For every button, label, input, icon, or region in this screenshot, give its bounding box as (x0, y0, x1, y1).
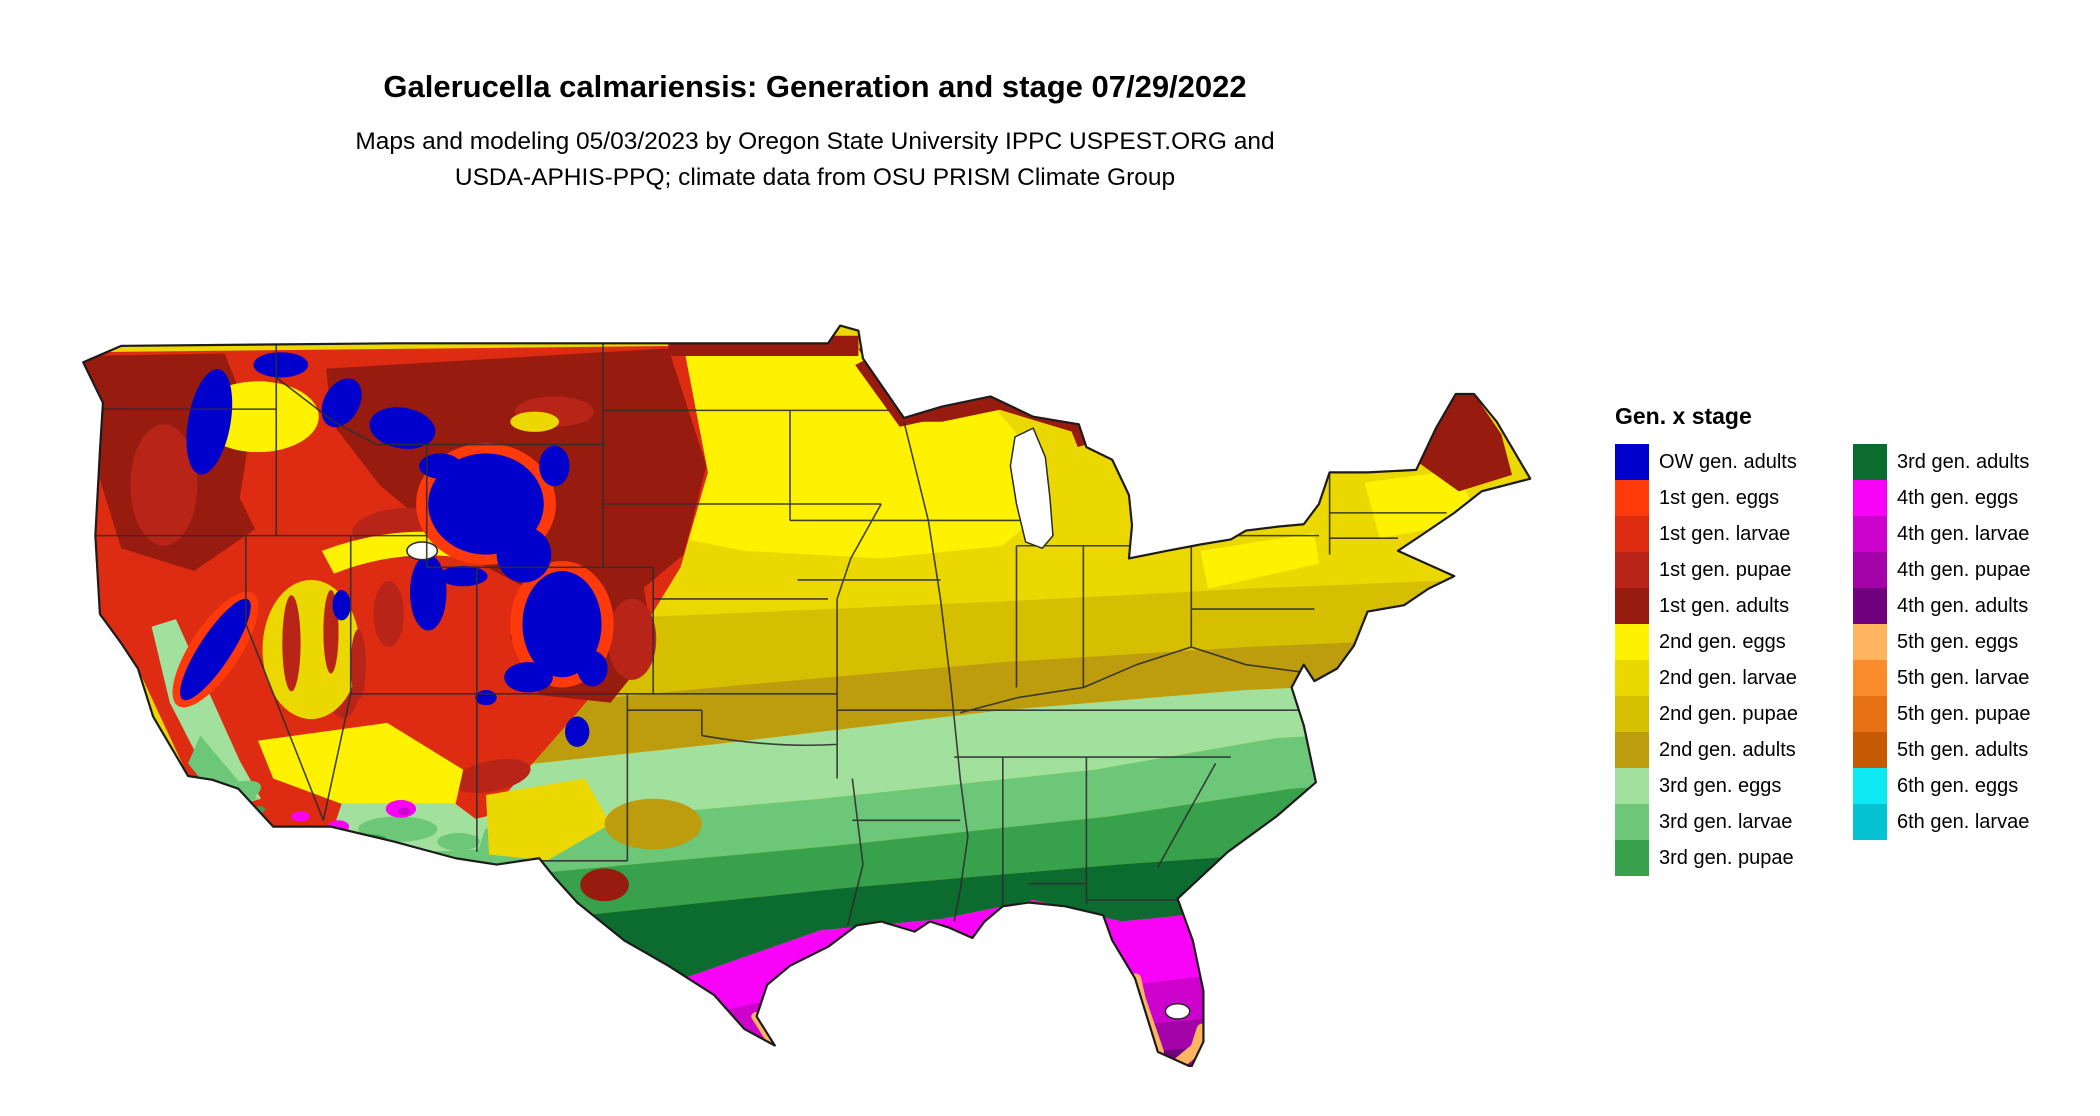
legend-item-label: 5th gen. adults (1897, 739, 2029, 761)
subtitle-line-2: USDA-APHIS-PPQ; climate data from OSU PR… (454, 164, 1176, 191)
legend-columns: OW gen. adults 1st gen. eggs 1st gen. larv… (1615, 444, 2065, 876)
legend-item-label: 3rd gen. larvae (1659, 811, 1793, 833)
legend-item: 6th gen. eggs (1853, 768, 2065, 804)
legend-swatch (1853, 804, 1887, 840)
page-title: Galerucella calmariensis: Generation and… (383, 69, 1247, 104)
legend-item-label: 1st gen. pupae (1659, 559, 1792, 581)
legend-swatch (1615, 840, 1649, 876)
legend-item: 3rd gen. adults (1853, 444, 2065, 480)
legend-item-label: 3rd gen. pupae (1659, 847, 1794, 869)
legend-item: 2nd gen. larvae (1615, 660, 1827, 696)
legend-swatch (1615, 804, 1649, 840)
legend-item: 3rd gen. eggs (1615, 768, 1827, 804)
legend-item: 5th gen. larvae (1853, 660, 2065, 696)
zone-hot-south (717, 973, 1211, 1067)
legend-swatch (1853, 732, 1887, 768)
legend-item: 5th gen. eggs (1853, 624, 2065, 660)
legend-item: 1st gen. adults (1615, 588, 1827, 624)
legend-item-label: 3rd gen. adults (1897, 451, 2030, 473)
page-subtitle: Maps and modeling 05/03/2023 by Oregon S… (0, 124, 1630, 196)
legend-swatch (1615, 624, 1649, 660)
inland-lakes (407, 542, 1190, 1019)
legend-swatch (1853, 624, 1887, 660)
legend-item: 3rd gen. pupae (1615, 840, 1827, 876)
legend-item: 6th gen. larvae (1853, 804, 2065, 840)
legend-swatch (1615, 552, 1649, 588)
legend-item-label: 2nd gen. adults (1659, 739, 1796, 761)
legend-swatch (1853, 660, 1887, 696)
legend-swatch (1615, 768, 1649, 804)
us-phenology-map (30, 232, 1550, 1067)
legend: Gen. x stage OW gen. adults 1st gen. eggs… (1615, 403, 2065, 876)
legend-item: 1st gen. eggs (1615, 480, 1827, 516)
legend-item: 2nd gen. pupae (1615, 696, 1827, 732)
legend-swatch (1615, 516, 1649, 552)
legend-column-1: OW gen. adults 1st gen. eggs 1st gen. larv… (1615, 444, 1827, 876)
legend-swatch (1853, 588, 1887, 624)
legend-swatch (1615, 480, 1649, 516)
header: Galerucella calmariensis: Generation and… (0, 66, 1630, 196)
legend-title: Gen. x stage (1615, 403, 1752, 429)
legend-item-label: 4th gen. adults (1897, 595, 2029, 617)
legend-item: 4th gen. pupae (1853, 552, 2065, 588)
legend-swatch (1853, 516, 1887, 552)
legend-item: 2nd gen. eggs (1615, 624, 1827, 660)
legend-item: 2nd gen. adults (1615, 732, 1827, 768)
legend-item-label: 4th gen. eggs (1897, 487, 2019, 509)
legend-swatch (1615, 696, 1649, 732)
legend-item-label: 6th gen. larvae (1897, 811, 2030, 833)
legend-swatch (1853, 480, 1887, 516)
legend-swatch (1615, 588, 1649, 624)
legend-item: 5th gen. pupae (1853, 696, 2065, 732)
zone-ow-adults-blue (172, 352, 614, 747)
legend-item-label: 4th gen. larvae (1897, 523, 2030, 545)
legend-swatch (1853, 552, 1887, 588)
legend-item-label: 1st gen. eggs (1659, 487, 1780, 509)
legend-item-label: 6th gen. eggs (1897, 775, 2019, 797)
legend-item: 1st gen. larvae (1615, 516, 1827, 552)
legend-item: 5th gen. adults (1853, 732, 2065, 768)
legend-item-label: 5th gen. pupae (1897, 703, 2031, 725)
state-borders (83, 343, 1446, 925)
map-raster-layers (83, 325, 1531, 1067)
legend-item: 4th gen. larvae (1853, 516, 2065, 552)
legend-column-2: 3rd gen. adults 4th gen. eggs 4th gen. lar… (1853, 444, 2065, 840)
legend-swatch (1615, 444, 1649, 480)
legend-item: 4th gen. eggs (1853, 480, 2065, 516)
us-map-container (30, 232, 1550, 1067)
legend-item-label: 2nd gen. larvae (1659, 667, 1797, 689)
us-outline (83, 326, 1530, 1067)
legend-swatch (1853, 444, 1887, 480)
legend-item-label: 5th gen. eggs (1897, 631, 2019, 653)
legend-item-label: 3rd gen. eggs (1659, 775, 1782, 797)
legend-swatch (1853, 768, 1887, 804)
legend-item: 1st gen. pupae (1615, 552, 1827, 588)
legend-item-label: 1st gen. adults (1659, 595, 1790, 617)
legend-item: 4th gen. adults (1853, 588, 2065, 624)
legend-item-label: 1st gen. larvae (1659, 523, 1791, 545)
legend-item-label: 5th gen. larvae (1897, 667, 2030, 689)
legend-item-label: 2nd gen. eggs (1659, 631, 1786, 653)
legend-item-label: OW gen. adults (1659, 451, 1797, 473)
subtitle-line-1: Maps and modeling 05/03/2023 by Oregon S… (355, 128, 1275, 155)
legend-item: 3rd gen. larvae (1615, 804, 1827, 840)
legend-item-label: 4th gen. pupae (1897, 559, 2031, 581)
legend-item-label: 2nd gen. pupae (1659, 703, 1799, 725)
legend-swatch (1853, 696, 1887, 732)
lake-michigan (1010, 428, 1053, 548)
legend-swatch (1615, 660, 1649, 696)
legend-swatch (1615, 732, 1649, 768)
legend-item: OW gen. adults (1615, 444, 1827, 480)
